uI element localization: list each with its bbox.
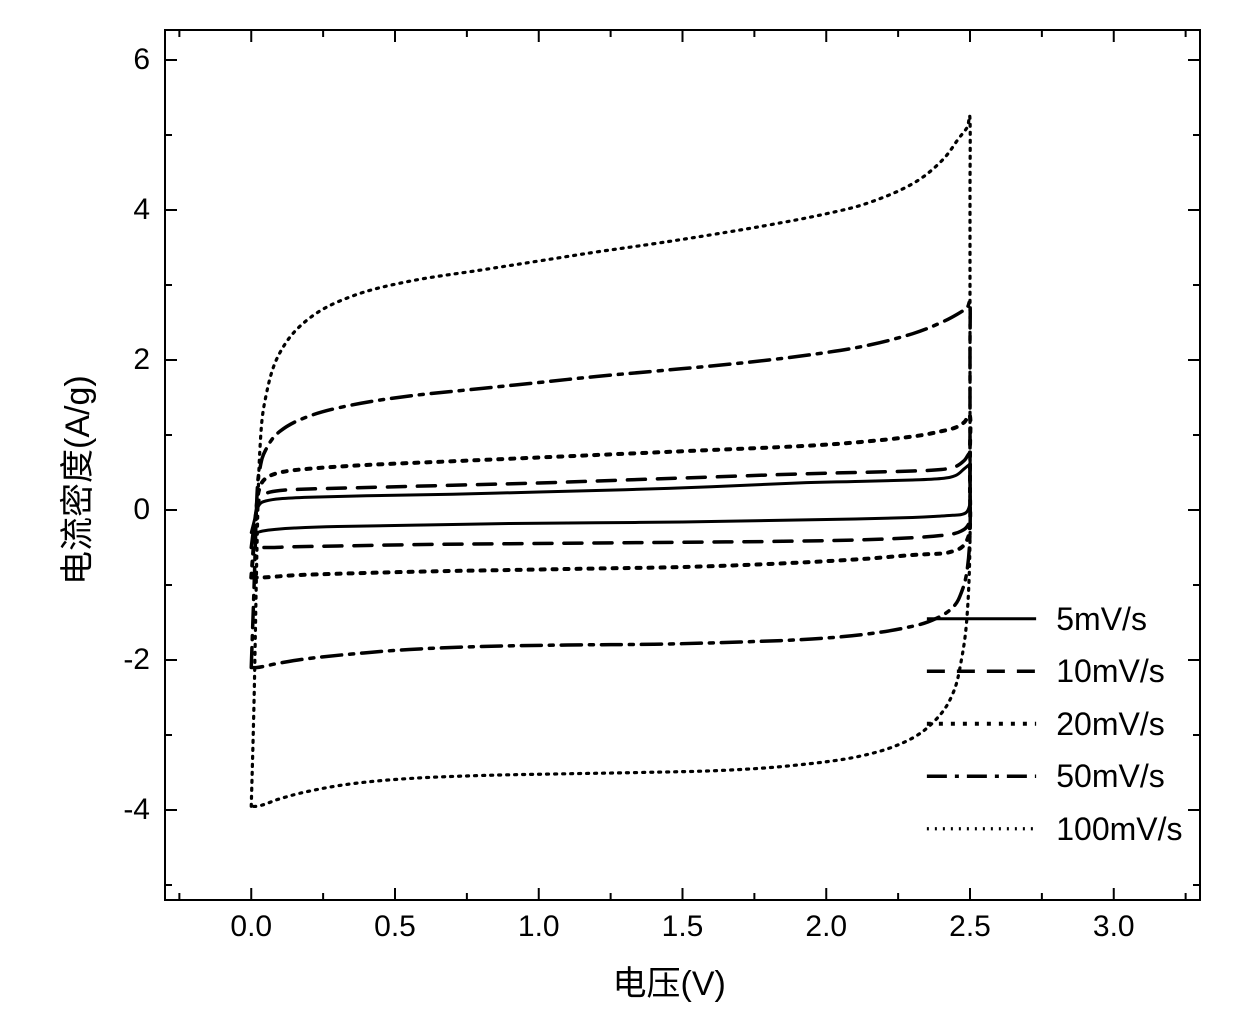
ytick-label: 2 — [95, 343, 150, 377]
xtick-label: 2.0 — [786, 910, 866, 944]
xtick-label: 2.5 — [930, 910, 1010, 944]
ytick-label: 6 — [95, 43, 150, 77]
legend-label: 10mV/s — [1056, 653, 1164, 690]
xtick-label: 3.0 — [1074, 910, 1154, 944]
ytick-label: 0 — [95, 493, 150, 527]
legend-label: 50mV/s — [1056, 758, 1164, 795]
xtick-label: 1.5 — [643, 910, 723, 944]
ytick-label: -4 — [95, 793, 150, 827]
x-axis-label: 电压(V) — [613, 956, 726, 1005]
ytick-label: 4 — [95, 193, 150, 227]
cv-chart: 0.0 0.5 1.0 1.5 2.0 2.5 3.0 -4 -2 0 2 4 6 5mV/s 10mV/s… — [0, 0, 1240, 1031]
xtick-label: 0.5 — [355, 910, 435, 944]
chart-svg — [0, 0, 1240, 1031]
legend-label: 100mV/s — [1056, 811, 1182, 848]
ytick-label: -2 — [95, 643, 150, 677]
xtick-label: 0.0 — [211, 910, 291, 944]
xtick-label: 1.0 — [499, 910, 579, 944]
y-axis-label: 电流密度(A/g) — [50, 375, 99, 585]
legend-label: 20mV/s — [1056, 706, 1164, 743]
legend-label: 5mV/s — [1056, 601, 1147, 638]
